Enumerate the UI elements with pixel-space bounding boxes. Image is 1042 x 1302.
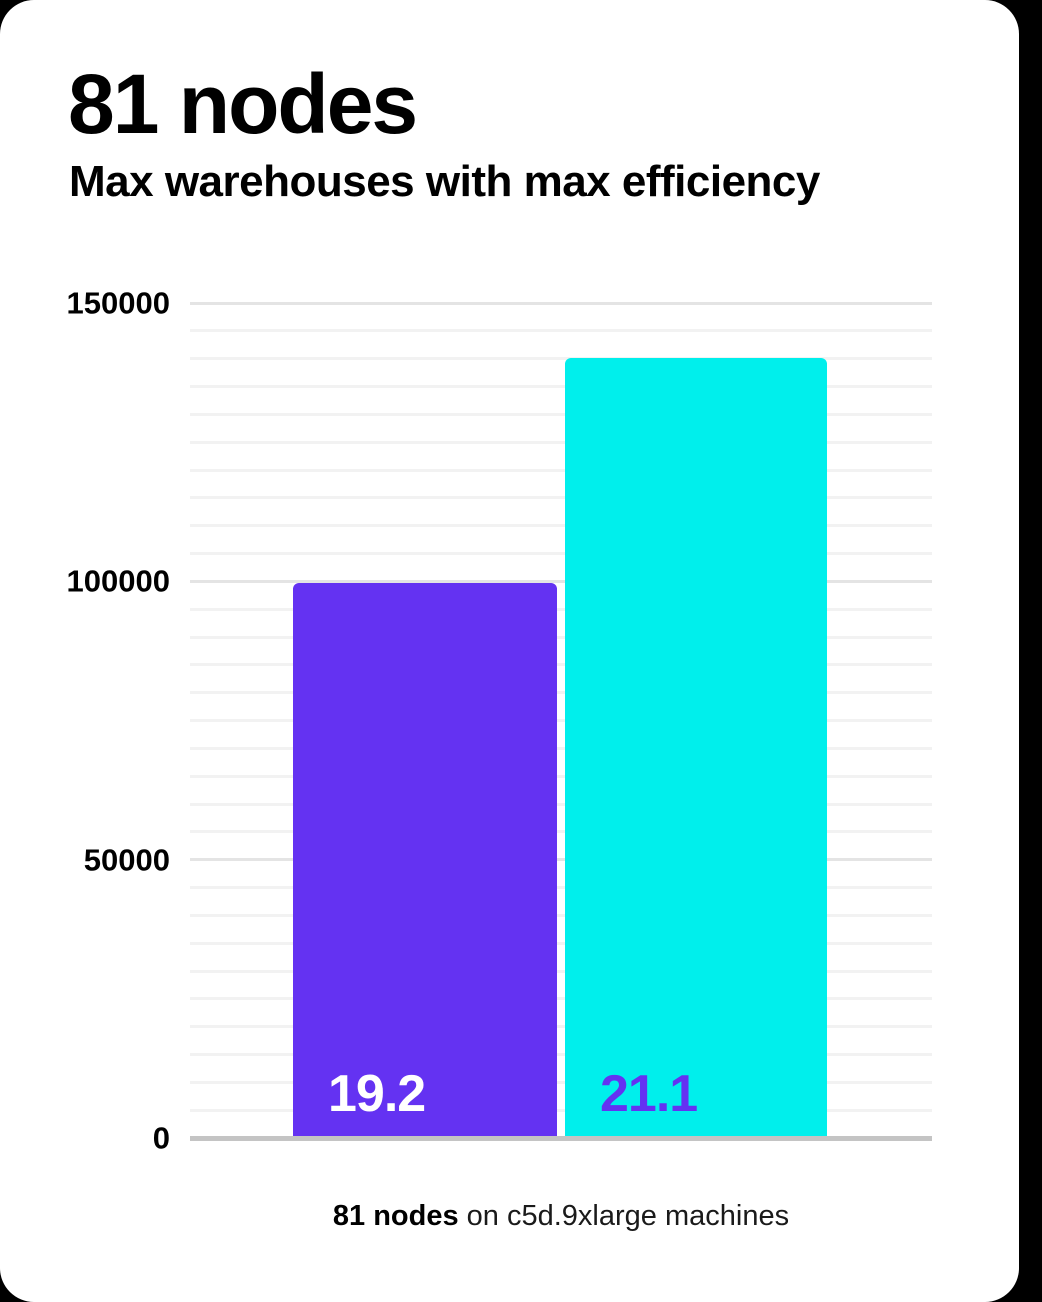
- caption-bold-text: 81 nodes: [332, 1200, 459, 1232]
- gridline-minor: [190, 635, 932, 639]
- gridline-minor: [190, 746, 932, 750]
- gridline-minor: [190, 385, 932, 388]
- gridline-minor: [190, 440, 932, 444]
- gridline-major: [190, 579, 932, 583]
- gridline-minor: [190, 412, 932, 416]
- bar-value-label: 19.2: [328, 1065, 426, 1123]
- y-tick-label: 150000: [66, 285, 170, 321]
- gridline-minor: [190, 329, 932, 333]
- gridline-minor: [190, 468, 932, 472]
- gridline-minor: [190, 719, 932, 722]
- gridline-minor: [190, 691, 932, 695]
- x-axis-line: [190, 1135, 932, 1141]
- gridline-minor: [190, 969, 932, 973]
- gridline-major: [190, 858, 932, 862]
- gridline-minor: [190, 997, 932, 1001]
- y-axis-tick-labels: 0 50000 100000 150000: [0, 288, 170, 1154]
- bar: 21.1: [565, 358, 827, 1138]
- bar-chart: 0 50000 100000 150000 19.2 21.1: [0, 288, 932, 1154]
- bar: 19.2: [293, 583, 557, 1138]
- y-tick-label: 50000: [83, 842, 170, 878]
- y-tick-label: 100000: [66, 563, 170, 599]
- gridline-minor: [190, 830, 932, 834]
- y-tick-label: 0: [152, 1120, 170, 1156]
- gridline-minor: [190, 774, 932, 778]
- gridline-minor: [190, 913, 932, 917]
- chart-subtitle: Max warehouses with max efficiency: [69, 157, 820, 206]
- gridline-minor: [190, 1080, 932, 1084]
- gridline-minor: [190, 802, 932, 806]
- gridline-minor: [190, 552, 932, 555]
- gridline-minor: [190, 1108, 932, 1112]
- gridline-minor: [190, 357, 932, 361]
- gridline-minor: [190, 1025, 932, 1029]
- chart-caption: 81 nodes on c5d.9xlarge machines: [190, 1200, 932, 1233]
- gridline-minor: [190, 607, 932, 611]
- caption-regular-text: on c5d.9xlarge machines: [458, 1200, 790, 1232]
- gridline-minor: [190, 941, 932, 945]
- bar-value-label: 21.1: [600, 1065, 698, 1123]
- gridline-minor: [190, 663, 932, 667]
- gridline-major: [190, 301, 932, 305]
- chart-card: 81 nodes Max warehouses with max efficie…: [0, 0, 1019, 1302]
- gridline-minor: [190, 496, 932, 500]
- gridline-minor: [190, 886, 932, 889]
- gridline-minor: [190, 524, 932, 528]
- gridline-minor: [190, 1053, 932, 1056]
- page-title: 81 nodes: [68, 57, 418, 151]
- plot-area: 19.2 21.1: [190, 301, 932, 1141]
